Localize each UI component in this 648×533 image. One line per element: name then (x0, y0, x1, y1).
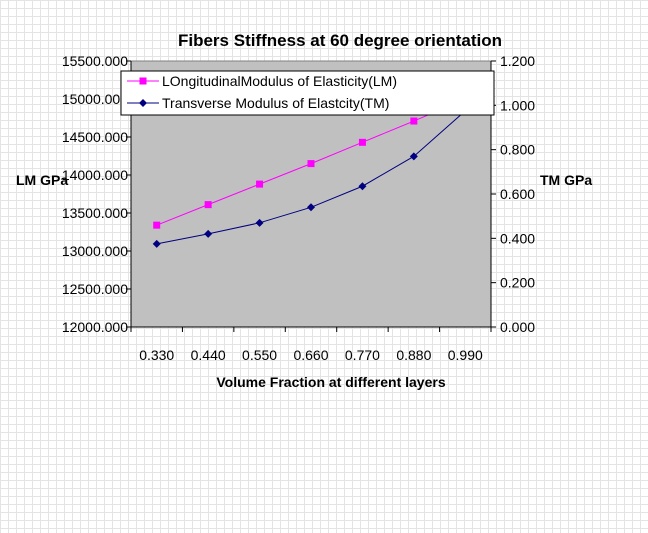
legend-label: LOngitudinalModulus of Elasticity(LM) (162, 73, 397, 89)
right-tick-label: 0.400 (500, 230, 535, 246)
left-axis-title: LM GPa (16, 172, 68, 188)
x-tick-label: 0.550 (242, 347, 277, 363)
legend-swatch-marker (139, 99, 147, 107)
x-tick-label: 0.990 (448, 347, 483, 363)
right-tick-label: 0.200 (500, 275, 535, 291)
right-tick-label: 1.000 (500, 97, 535, 113)
data-point (307, 160, 315, 168)
x-axis-ticks: 0.330 0.440 0.550 0.660 0.770 0.880 0.990 (130, 327, 492, 363)
data-point (358, 182, 367, 191)
legend-swatch-marker (139, 77, 147, 85)
right-tick-label: 1.200 (500, 53, 535, 69)
legend: LOngitudinalModulus of Elasticity(LM) Tra… (120, 70, 495, 116)
left-tick-label: 13000.000 (62, 243, 128, 259)
chart-title: Fibers Stiffness at 60 degree orientatio… (178, 31, 502, 50)
x-axis-title: Volume Fraction at different layers (216, 374, 445, 390)
data-point (409, 152, 418, 161)
x-tick-label: 0.880 (396, 347, 431, 363)
right-axis-ticks: 0.000 0.200 0.400 0.600 0.800 1.000 1.200 (491, 53, 535, 335)
x-tick-label: 0.330 (139, 347, 174, 363)
right-tick-label: 0.000 (500, 319, 535, 335)
legend-item-2: Transverse Modulus of Elastcity(TM) (127, 95, 389, 111)
right-tick-label: 0.800 (500, 142, 535, 158)
left-tick-label: 14000.000 (62, 167, 128, 183)
legend-label: Transverse Modulus of Elastcity(TM) (162, 95, 389, 111)
right-tick-label: 0.600 (500, 186, 535, 202)
left-tick-label: 13500.000 (62, 205, 128, 221)
left-tick-label: 15000.000 (62, 91, 128, 107)
legend-box (120, 70, 495, 116)
left-tick-label: 12000.000 (62, 319, 128, 335)
legend-item-1: LOngitudinalModulus of Elasticity(LM) (127, 73, 397, 89)
data-point (358, 138, 366, 146)
left-tick-label: 14500.000 (62, 129, 128, 145)
data-point (204, 201, 212, 209)
left-axis-ticks: 12000.000 12500.000 13000.000 13500.000 1400… (62, 53, 131, 335)
data-point (256, 180, 264, 188)
left-tick-label: 15500.000 (62, 53, 128, 69)
left-tick-label: 12500.000 (62, 281, 128, 297)
data-point (152, 239, 161, 248)
x-tick-label: 0.440 (191, 347, 226, 363)
data-point (204, 229, 213, 238)
right-axis-title: TM GPa (540, 172, 592, 188)
x-tick-label: 0.660 (293, 347, 328, 363)
data-point (410, 117, 418, 125)
data-point (153, 221, 161, 229)
data-point (307, 203, 315, 212)
x-tick-label: 0.770 (345, 347, 380, 363)
data-point (255, 218, 264, 227)
